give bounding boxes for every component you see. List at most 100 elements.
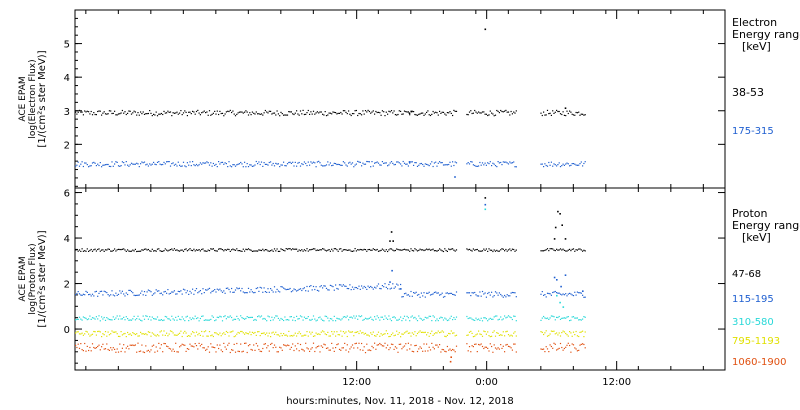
data-point	[271, 316, 273, 318]
data-point	[240, 330, 242, 333]
data-point	[76, 113, 78, 115]
data-point	[227, 248, 229, 250]
data-point	[172, 249, 174, 251]
data-point	[276, 248, 278, 250]
data-point	[403, 293, 406, 295]
data-point	[448, 293, 450, 295]
data-point	[468, 331, 471, 333]
data-point	[398, 162, 400, 164]
data-point	[258, 290, 260, 292]
data-point	[160, 330, 162, 332]
data-point	[82, 334, 84, 336]
data-point	[145, 333, 147, 335]
data-point	[409, 295, 411, 297]
data-point	[420, 331, 422, 333]
data-point	[406, 249, 408, 251]
data-point	[314, 113, 316, 115]
data-point	[416, 114, 419, 116]
data-point	[242, 332, 244, 334]
data-point	[374, 162, 376, 164]
data-point	[513, 332, 515, 334]
data-point	[240, 250, 242, 252]
data-point	[101, 316, 103, 318]
data-point	[97, 330, 99, 333]
data-point	[390, 110, 393, 112]
proton-legend-title-line: Proton	[732, 207, 767, 220]
data-point	[250, 316, 252, 318]
data-point	[80, 163, 82, 165]
data-point	[231, 349, 233, 351]
data-point	[340, 164, 342, 166]
data-point	[361, 249, 363, 251]
data-point	[294, 248, 296, 250]
data-point	[544, 163, 546, 165]
data-point	[552, 291, 554, 294]
data-point	[237, 163, 239, 165]
data-point	[84, 317, 86, 319]
data-point	[260, 113, 263, 115]
data-point	[455, 334, 458, 336]
data-point	[102, 164, 104, 166]
data-point	[337, 343, 339, 345]
data-point	[322, 330, 324, 332]
data-point	[210, 248, 212, 250]
data-point	[182, 112, 185, 114]
data-point	[142, 249, 144, 251]
data-point	[275, 114, 277, 116]
data-point	[506, 343, 508, 346]
data-point	[578, 248, 580, 250]
data-point	[331, 318, 333, 320]
data-point	[190, 165, 192, 167]
data-point	[127, 249, 129, 251]
data-point	[169, 111, 172, 113]
data-point	[424, 350, 426, 352]
data-point	[351, 344, 354, 346]
data-point	[471, 292, 473, 294]
data-point	[238, 287, 240, 289]
data-point	[327, 249, 329, 251]
data-point	[563, 114, 565, 116]
data-point	[500, 109, 502, 112]
electron-legend-title-line: Energy range	[732, 28, 800, 41]
data-point	[556, 165, 558, 167]
data-point	[75, 319, 77, 321]
data-point	[103, 348, 105, 350]
data-point	[216, 288, 218, 290]
data-point	[153, 318, 155, 320]
data-point	[388, 349, 390, 351]
data-point	[429, 114, 432, 117]
data-point	[180, 249, 182, 251]
data-point	[173, 164, 175, 166]
data-point	[253, 112, 255, 114]
data-point	[565, 346, 567, 348]
data-point	[263, 162, 265, 164]
data-point	[575, 294, 577, 296]
data-point	[427, 110, 429, 112]
data-point	[323, 320, 325, 322]
data-point	[90, 165, 92, 167]
data-point	[553, 330, 555, 332]
data-point	[569, 331, 571, 333]
data-point	[582, 250, 584, 252]
data-point	[558, 315, 560, 318]
data-point	[345, 316, 347, 319]
data-point	[455, 162, 458, 164]
data-point	[376, 315, 378, 317]
data-point	[89, 346, 91, 349]
data-point	[502, 248, 504, 250]
data-point	[277, 290, 279, 292]
data-point	[381, 285, 383, 287]
data-point	[338, 164, 341, 166]
data-point	[303, 249, 305, 251]
data-point	[316, 346, 318, 348]
data-point	[446, 345, 448, 348]
data-point	[154, 292, 156, 294]
data-point	[315, 286, 317, 288]
data-point	[220, 248, 222, 250]
data-point	[224, 113, 226, 115]
data-point	[128, 110, 130, 112]
data-point	[145, 315, 147, 317]
data-point	[190, 333, 192, 335]
data-point	[246, 292, 248, 294]
data-point	[233, 343, 235, 345]
